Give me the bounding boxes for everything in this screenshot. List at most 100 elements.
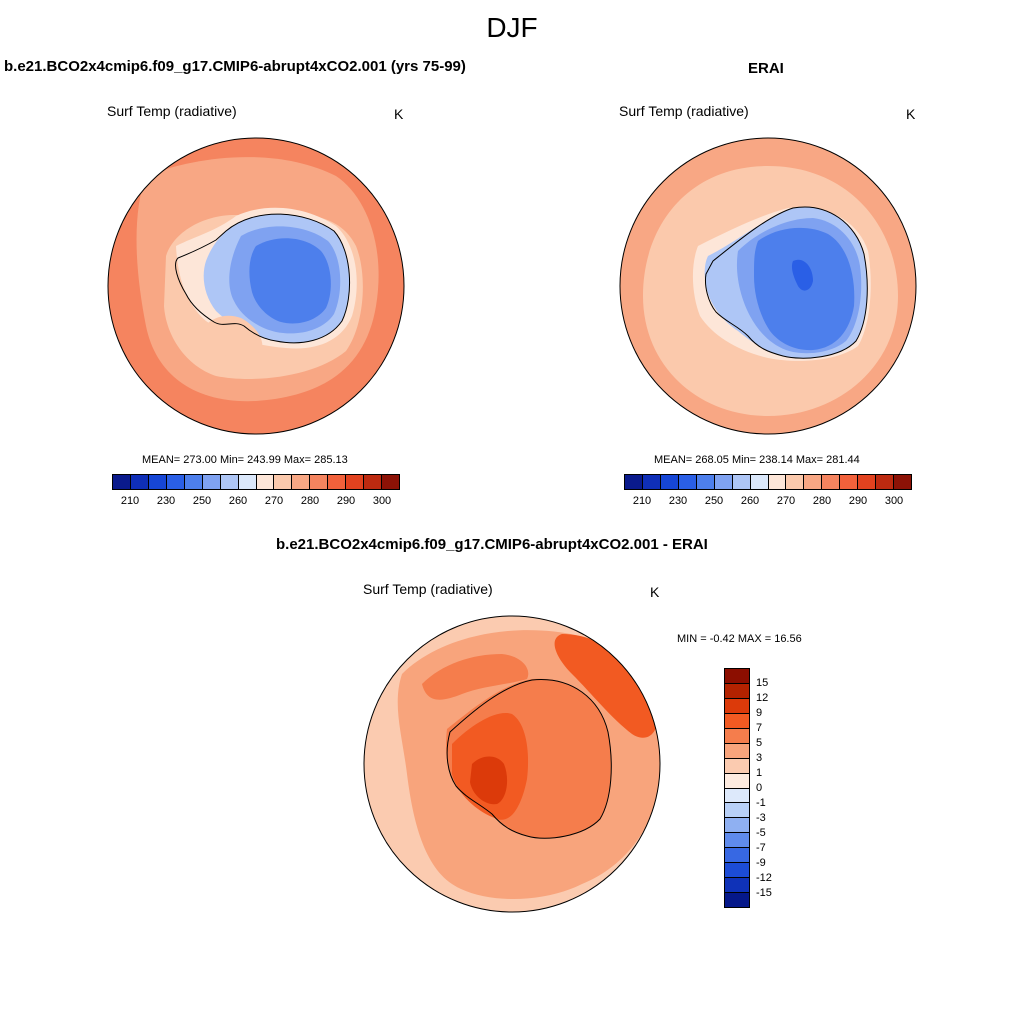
colorbar-cell [875,475,894,489]
colorbar-tick-label: 12 [756,692,769,704]
colorbar-tick-label: 0 [756,782,763,794]
colorbar-tick-label: 210 [120,495,140,507]
stats-model: MEAN= 273.00 Min= 243.99 Max= 285.13 [142,454,348,466]
colorbar-tick-label: -1 [756,797,766,809]
colorbar-model [112,474,400,490]
colorbar-cell [725,847,749,863]
colorbar-cell [725,757,749,773]
colorbar-cell [201,475,220,489]
colorbar-cell [381,475,399,489]
colorbar-erai [624,474,912,490]
colorbar-cell [725,712,749,728]
colorbar-cell [165,475,184,489]
colorbar-cell [237,475,256,489]
colorbar-cell [725,862,749,878]
colorbar-cell [129,475,148,489]
colorbar-cell [725,877,749,893]
colorbar-tick-label: 260 [228,495,248,507]
colorbar-diff [724,668,750,908]
colorbar-tick-label: 270 [264,495,284,507]
colorbar-cell [641,475,660,489]
colorbar-tick-label: 250 [192,495,212,507]
colorbar-cell [725,817,749,833]
units-label-erai: K [906,106,916,122]
colorbar-tick-label: 250 [704,495,724,507]
colorbar-cell [659,475,678,489]
polar-map-erai [619,137,917,435]
colorbar-tick-label: 300 [884,495,904,507]
figure-title: DJF [486,12,538,43]
polar-map-model [107,137,405,435]
colorbar-tick-label: 210 [632,495,652,507]
colorbar-cell [803,475,822,489]
colorbar-cell [893,475,911,489]
stats-erai: MEAN= 268.05 Min= 238.14 Max= 281.44 [654,454,860,466]
colorbar-cell [725,892,749,907]
colorbar-tick-label: 260 [740,495,760,507]
colorbar-tick-label: 280 [812,495,832,507]
colorbar-cell [363,475,382,489]
ice-core-region [249,238,331,324]
units-label-model: K [394,106,404,122]
colorbar-cell [749,475,768,489]
coastline [705,206,868,359]
colorbar-cell [767,475,786,489]
colorbar-tick-label: 15 [756,677,769,689]
colorbar-tick-label: 1 [756,767,763,779]
colorbar-tick-label: 300 [372,495,392,507]
units-label-diff: K [650,584,660,600]
variable-label-diff: Surf Temp (radiative) [363,581,493,597]
colorbar-tick-label: 3 [756,752,763,764]
colorbar-tick-label: 270 [776,495,796,507]
colorbar-cell [725,682,749,698]
colorbar-cell [725,787,749,803]
colorbar-cell [839,475,858,489]
colorbar-tick-label: 7 [756,722,763,734]
colorbar-cell [725,832,749,848]
colorbar-cell [625,475,642,489]
colorbar-cell [725,727,749,743]
colorbar-tick-label: -3 [756,812,766,824]
variable-label-model: Surf Temp (radiative) [107,103,237,119]
colorbar-cell [291,475,310,489]
panel-title-model: b.e21.BCO2x4cmip6.f09_g17.CMIP6-abrupt4x… [4,58,466,75]
colorbar-cell [857,475,876,489]
colorbar-cell [255,475,274,489]
colorbar-cell [725,669,749,683]
colorbar-ticks-diff: 15 12 9 7 5 3 1 0 -1 -3 -5 -7 -9 -12 -15 [756,668,796,908]
colorbar-tick-label: 290 [336,495,356,507]
colorbar-tick-label: 230 [156,495,176,507]
colorbar-cell [147,475,166,489]
ross-shelf-region [196,315,263,357]
colorbar-cell [725,697,749,713]
colorbar-cell [327,475,346,489]
panel-title-diff: b.e21.BCO2x4cmip6.f09_g17.CMIP6-abrupt4x… [276,536,708,553]
coastline [446,679,612,839]
colorbar-cell [731,475,750,489]
ice-deep-region [791,259,813,291]
colorbar-cell [695,475,714,489]
variable-label-erai: Surf Temp (radiative) [619,103,749,119]
coastline [175,213,351,344]
colorbar-tick-label: 9 [756,707,763,719]
colorbar-tick-label: -7 [756,842,766,854]
colorbar-cell [785,475,804,489]
colorbar-cell [725,742,749,758]
colorbar-cell [345,475,364,489]
colorbar-cell [713,475,732,489]
diff-ocean-strong [422,654,529,700]
colorbar-tick-label: -5 [756,827,766,839]
diff-ocean-hot [554,634,658,738]
stats-diff: MIN = -0.42 MAX = 16.56 [677,633,802,645]
colorbar-cell [725,772,749,788]
colorbar-tick-label: 290 [848,495,868,507]
colorbar-cell [677,475,696,489]
colorbar-tick-label: 230 [668,495,688,507]
colorbar-tick-label: 5 [756,737,763,749]
diff-land-core [470,756,508,805]
colorbar-tick-label: -12 [756,872,772,884]
colorbar-tick-label: 280 [300,495,320,507]
colorbar-cell [113,475,130,489]
colorbar-tick-label: -15 [756,887,772,899]
colorbar-ticks-model: 210 230 250 260 270 280 290 300 [112,495,400,509]
